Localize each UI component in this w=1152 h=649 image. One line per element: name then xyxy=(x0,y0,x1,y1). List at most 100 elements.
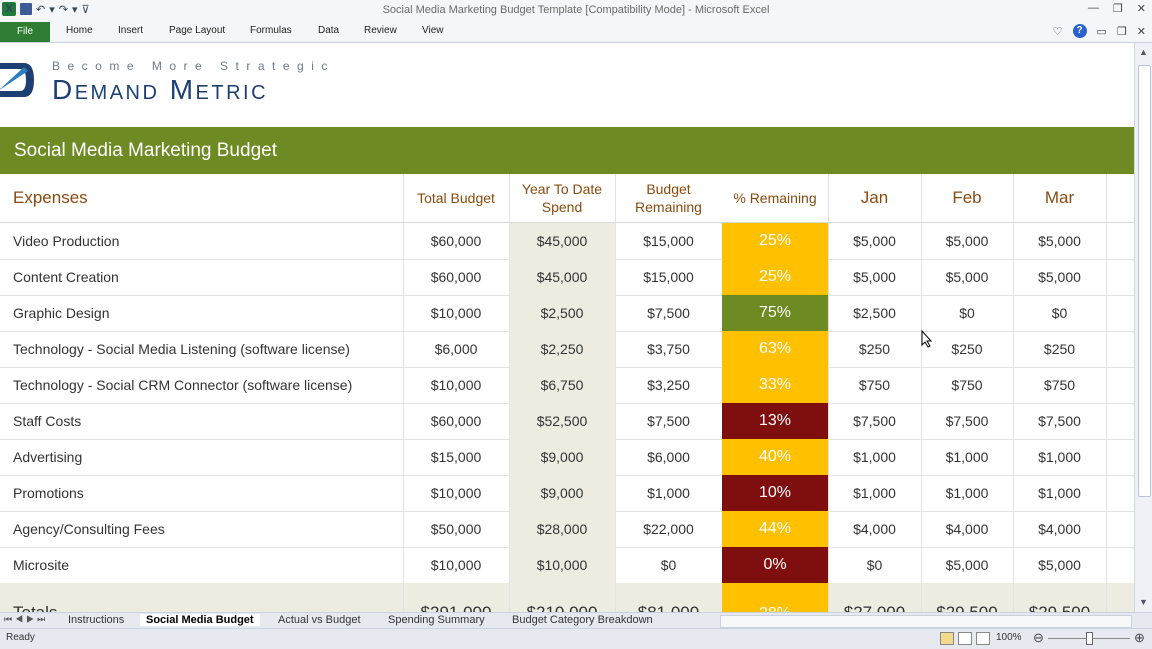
header-feb[interactable]: Feb xyxy=(952,188,982,207)
cell-total[interactable]: $15,000 xyxy=(430,449,482,465)
cell-jan[interactable]: $5,000 xyxy=(853,233,896,249)
cell-remaining[interactable]: $7,500 xyxy=(647,305,690,321)
cell-feb[interactable]: $5,000 xyxy=(945,269,989,285)
page-layout-view-icon[interactable] xyxy=(958,632,972,645)
cell-feb[interactable]: $5,000 xyxy=(945,557,989,573)
cell-ytd[interactable]: $2,250 xyxy=(509,331,615,367)
cell-pct[interactable]: 25% xyxy=(722,259,828,295)
cell-total[interactable]: $60,000 xyxy=(430,233,482,249)
cell-feb[interactable]: $750 xyxy=(951,377,983,393)
cell-pct[interactable]: 25% xyxy=(722,223,828,259)
cell-feb[interactable]: $250 xyxy=(951,341,983,357)
sheet-tab-budget-category-breakdown[interactable]: Budget Category Breakdown xyxy=(512,614,653,626)
vertical-scrollbar[interactable]: ▲ ▼ xyxy=(1134,43,1152,612)
header-budget-remaining[interactable]: Budget Remaining xyxy=(635,181,702,215)
cell-name[interactable]: Video Production xyxy=(13,233,120,249)
restore-icon[interactable]: ❐ xyxy=(1112,3,1123,15)
tab-view[interactable]: View xyxy=(422,25,444,36)
cell-ytd[interactable]: $45,000 xyxy=(509,223,615,259)
horizontal-scrollbar[interactable] xyxy=(720,615,1132,628)
scroll-down-icon[interactable]: ▼ xyxy=(1139,597,1148,607)
cell-ytd[interactable]: $28,000 xyxy=(509,511,615,547)
cell-total[interactable]: $10,000 xyxy=(430,557,482,573)
cell-name[interactable]: Agency/Consulting Fees xyxy=(13,521,165,537)
cell-name[interactable]: Graphic Design xyxy=(13,305,110,321)
scroll-up-icon[interactable]: ▲ xyxy=(1139,47,1148,57)
cell-pct[interactable]: 40% xyxy=(722,439,828,475)
tab-file[interactable]: File xyxy=(0,22,50,42)
excel-icon[interactable]: X xyxy=(2,2,16,16)
cell-remaining[interactable]: $6,000 xyxy=(647,449,690,465)
cell-mar[interactable]: $5,000 xyxy=(1038,233,1081,249)
cell-pct[interactable]: 33% xyxy=(722,367,828,403)
cell-jan[interactable]: $7,500 xyxy=(853,413,896,429)
zoom-in-icon[interactable]: ⊕ xyxy=(1134,630,1145,645)
cell-mar[interactable]: $1,000 xyxy=(1038,449,1081,465)
page-break-view-icon[interactable] xyxy=(976,632,990,645)
totals-feb[interactable]: $29,500 xyxy=(921,583,1013,612)
cell-mar[interactable]: $5,000 xyxy=(1038,557,1081,573)
sheet-tab-actual-vs-budget[interactable]: Actual vs Budget xyxy=(278,614,361,626)
cell-name[interactable]: Technology - Social Media Listening (sof… xyxy=(13,341,350,357)
cell-mar[interactable]: $250 xyxy=(1043,341,1076,357)
undo-dropdown-icon[interactable]: ▾ xyxy=(49,3,55,16)
help-icon[interactable]: ? xyxy=(1072,24,1087,38)
cell-jan[interactable]: $250 xyxy=(858,341,891,357)
tab-home[interactable]: Home xyxy=(66,25,93,36)
header-jan[interactable]: Jan xyxy=(860,188,889,207)
cell-ytd[interactable]: $6,750 xyxy=(509,367,615,403)
minimize-icon[interactable]: — xyxy=(1087,2,1099,14)
cell-feb[interactable]: $5,000 xyxy=(945,233,989,249)
cell-remaining[interactable]: $22,000 xyxy=(643,521,694,537)
close-icon[interactable]: ✕ xyxy=(1136,3,1146,15)
cell-ytd[interactable]: $2,500 xyxy=(509,295,615,331)
totals-pct[interactable]: 28% xyxy=(722,583,828,612)
tab-page-layout[interactable]: Page Layout xyxy=(169,25,226,36)
totals-label[interactable]: Totals xyxy=(0,583,403,612)
cell-jan[interactable]: $0 xyxy=(866,557,883,573)
cell-remaining[interactable]: $0 xyxy=(660,557,677,573)
cell-total[interactable]: $60,000 xyxy=(430,269,482,285)
totals-total-budget[interactable]: $291,000 xyxy=(403,583,509,612)
cell-total[interactable]: $6,000 xyxy=(434,341,478,357)
cell-pct[interactable]: 75% xyxy=(722,295,828,331)
cell-feb[interactable]: $0 xyxy=(959,305,975,321)
header-expenses[interactable]: Expenses xyxy=(13,188,88,207)
cell-total[interactable]: $50,000 xyxy=(430,521,482,537)
cell-pct[interactable]: 13% xyxy=(722,403,828,439)
undo-icon[interactable]: ↶ xyxy=(36,3,46,16)
cell-name[interactable]: Technology - Social CRM Connector (softw… xyxy=(13,377,353,393)
save-icon[interactable] xyxy=(20,3,32,15)
cell-jan[interactable]: $4,000 xyxy=(853,521,896,537)
cell-mar[interactable]: $5,000 xyxy=(1038,269,1081,285)
cell-ytd[interactable]: $9,000 xyxy=(509,475,615,511)
zoom-slider-knob[interactable] xyxy=(1086,632,1093,645)
worksheet[interactable]: Become More Strategic Demand Metric Soci… xyxy=(0,43,1134,612)
cell-total[interactable]: $10,000 xyxy=(430,305,482,321)
cell-remaining[interactable]: $15,000 xyxy=(643,233,694,249)
cell-ytd[interactable]: $52,500 xyxy=(509,403,615,439)
ribbon-collapse-icon[interactable]: ♡ xyxy=(1052,25,1063,38)
tab-insert[interactable]: Insert xyxy=(118,25,144,36)
tab-review[interactable]: Review xyxy=(364,25,397,36)
cell-ytd[interactable]: $45,000 xyxy=(509,259,615,295)
totals-remaining[interactable]: $81,000 xyxy=(615,583,722,612)
customize-toolbar-icon[interactable]: ⊽ xyxy=(81,3,90,16)
totals-jan[interactable]: $27,000 xyxy=(828,583,921,612)
tab-data[interactable]: Data xyxy=(318,25,340,36)
cell-feb[interactable]: $4,000 xyxy=(945,521,989,537)
cell-remaining[interactable]: $3,750 xyxy=(647,341,690,357)
workbook-restore-icon[interactable]: ❐ xyxy=(1116,25,1127,38)
cell-jan[interactable]: $2,500 xyxy=(853,305,896,321)
cell-mar[interactable]: $1,000 xyxy=(1038,485,1081,501)
cell-remaining[interactable]: $7,500 xyxy=(647,413,690,429)
header-ytd-spend[interactable]: Year To Date Spend xyxy=(521,181,603,215)
cell-mar[interactable]: $4,000 xyxy=(1038,521,1081,537)
cell-jan[interactable]: $5,000 xyxy=(853,269,896,285)
cell-pct[interactable]: 63% xyxy=(722,331,828,367)
cell-mar[interactable]: $0 xyxy=(1051,305,1068,321)
cell-feb[interactable]: $7,500 xyxy=(945,413,989,429)
cell-name[interactable]: Staff Costs xyxy=(13,413,82,429)
workbook-close-icon[interactable]: ✕ xyxy=(1136,25,1146,38)
header-total-budget[interactable]: Total Budget xyxy=(417,190,495,206)
